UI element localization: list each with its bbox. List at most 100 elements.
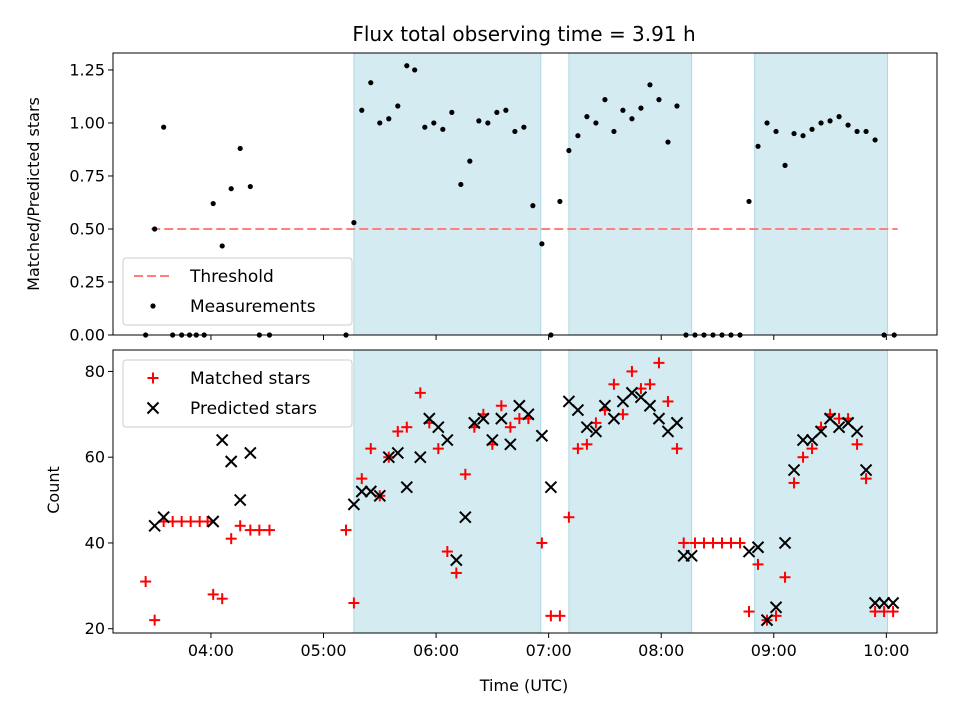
measurement-point (521, 124, 527, 130)
predicted-star-point-b (607, 412, 621, 425)
predicted-star-point (868, 596, 882, 610)
measurement-point (809, 126, 815, 132)
matched-star-point (752, 558, 764, 570)
x-axis-label: Time (UTC) (479, 676, 568, 695)
measurement-point (440, 126, 446, 132)
predicted-star-point (414, 450, 427, 464)
measurement-point (827, 118, 833, 124)
predicted-star-point-b (215, 433, 229, 447)
matched-star-point (887, 606, 899, 618)
bottom-y-tick-label: 80 (85, 362, 105, 381)
predicted-star-point (589, 425, 603, 438)
matched-star-point (401, 421, 413, 433)
predicted-star-point (571, 403, 585, 417)
predicted-star-point-b (504, 438, 517, 451)
measurement-point (386, 116, 392, 122)
predicted-star-point-b (513, 399, 526, 412)
predicted-star-point-b (760, 613, 774, 627)
measurement-point (656, 97, 662, 103)
predicted-star-point-b (877, 596, 891, 610)
predicted-star-point-b (625, 386, 639, 400)
measurement-point (773, 128, 779, 135)
predicted-star-point-b (742, 545, 756, 558)
predicted-star-point-b (796, 433, 810, 447)
matched-star-point (860, 473, 872, 485)
top-y-tick-label: 0.50 (69, 219, 105, 238)
predicted-star-point-b (157, 511, 170, 524)
predicted-star-point-b (450, 553, 463, 567)
matched-star-point (216, 593, 228, 605)
predicted-star-point (544, 481, 558, 494)
predicted-star-point (625, 386, 639, 400)
bottom-shaded-interval-0 (353, 349, 542, 634)
measurement-point (219, 243, 225, 249)
predicted-star-point-b (652, 412, 666, 425)
legend-predicted-swatch-b (146, 401, 160, 415)
top-shaded-interval-0 (353, 52, 542, 336)
measurement-point (359, 107, 365, 113)
matched-star-point (441, 546, 453, 558)
matched-star-point (554, 610, 566, 622)
matched-star-point (581, 438, 593, 450)
measurement-point (512, 128, 518, 135)
measurement-point (161, 124, 167, 130)
predicted-star-point (400, 481, 414, 494)
predicted-star-point (373, 489, 386, 502)
measurement-point (782, 162, 788, 168)
matched-star-point (536, 537, 548, 549)
predicted-star-point (347, 498, 361, 511)
predicted-star-point-b (414, 450, 427, 464)
predicted-star-point (607, 412, 621, 425)
matched-star-point (779, 571, 791, 583)
predicted-star-point (814, 425, 828, 438)
matched-star-point (348, 597, 360, 609)
legend-predicted-label: Predicted stars (190, 399, 317, 419)
predicted-star-point-b (778, 536, 792, 550)
predicted-star-point (486, 433, 499, 447)
measurement-point (764, 120, 770, 126)
measurement-point (368, 80, 374, 86)
measurement-point (647, 82, 653, 88)
matched-star-point (356, 473, 368, 485)
predicted-star-point-b (859, 463, 873, 477)
predicted-star-point-b (832, 420, 846, 434)
predicted-star-point-b (347, 498, 361, 511)
measurement-point (584, 114, 590, 120)
matched-star-point (392, 425, 404, 437)
matched-star-point (202, 516, 214, 528)
predicted-star-point-b (224, 455, 238, 468)
predicted-star-point-b (364, 485, 377, 498)
predicted-star-point-b (685, 549, 698, 563)
legend-matched-label: Matched stars (190, 369, 310, 389)
bottom-y-axis-label: Count (44, 466, 63, 514)
measurement-point (620, 107, 626, 113)
matched-star-point (788, 477, 800, 489)
top-y-tick-label: 1.25 (69, 60, 105, 79)
measurement-point (351, 220, 357, 226)
predicted-star-point (787, 463, 801, 477)
predicted-star-point (859, 463, 873, 477)
top-shaded-interval-2 (754, 52, 888, 336)
matched-star-point (678, 537, 690, 549)
predicted-star-point-b (868, 596, 882, 610)
predicted-star-point-b (441, 433, 454, 447)
matched-star-point (225, 533, 237, 545)
matched-star-point (149, 614, 161, 626)
measurement-point (449, 109, 455, 115)
predicted-star-point-b (535, 429, 549, 442)
predicted-star-point-b (432, 420, 445, 434)
predicted-star-point (778, 536, 792, 550)
measurement-point (494, 109, 500, 115)
measurement-point (593, 120, 599, 126)
measurement-point (539, 241, 545, 247)
top-y-tick-label: 0.75 (69, 166, 105, 185)
legend-measurements-label: Measurements (190, 297, 316, 317)
measurement-point (836, 114, 842, 120)
predicted-star-point-b (382, 450, 395, 464)
predicted-star-point (760, 613, 774, 627)
predicted-star-point-b (495, 412, 508, 425)
top-legend: Threshold Measurements (122, 257, 353, 326)
matched-star-point (432, 443, 444, 455)
measurement-point (422, 124, 428, 130)
bottom-plot-frame (112, 349, 938, 634)
